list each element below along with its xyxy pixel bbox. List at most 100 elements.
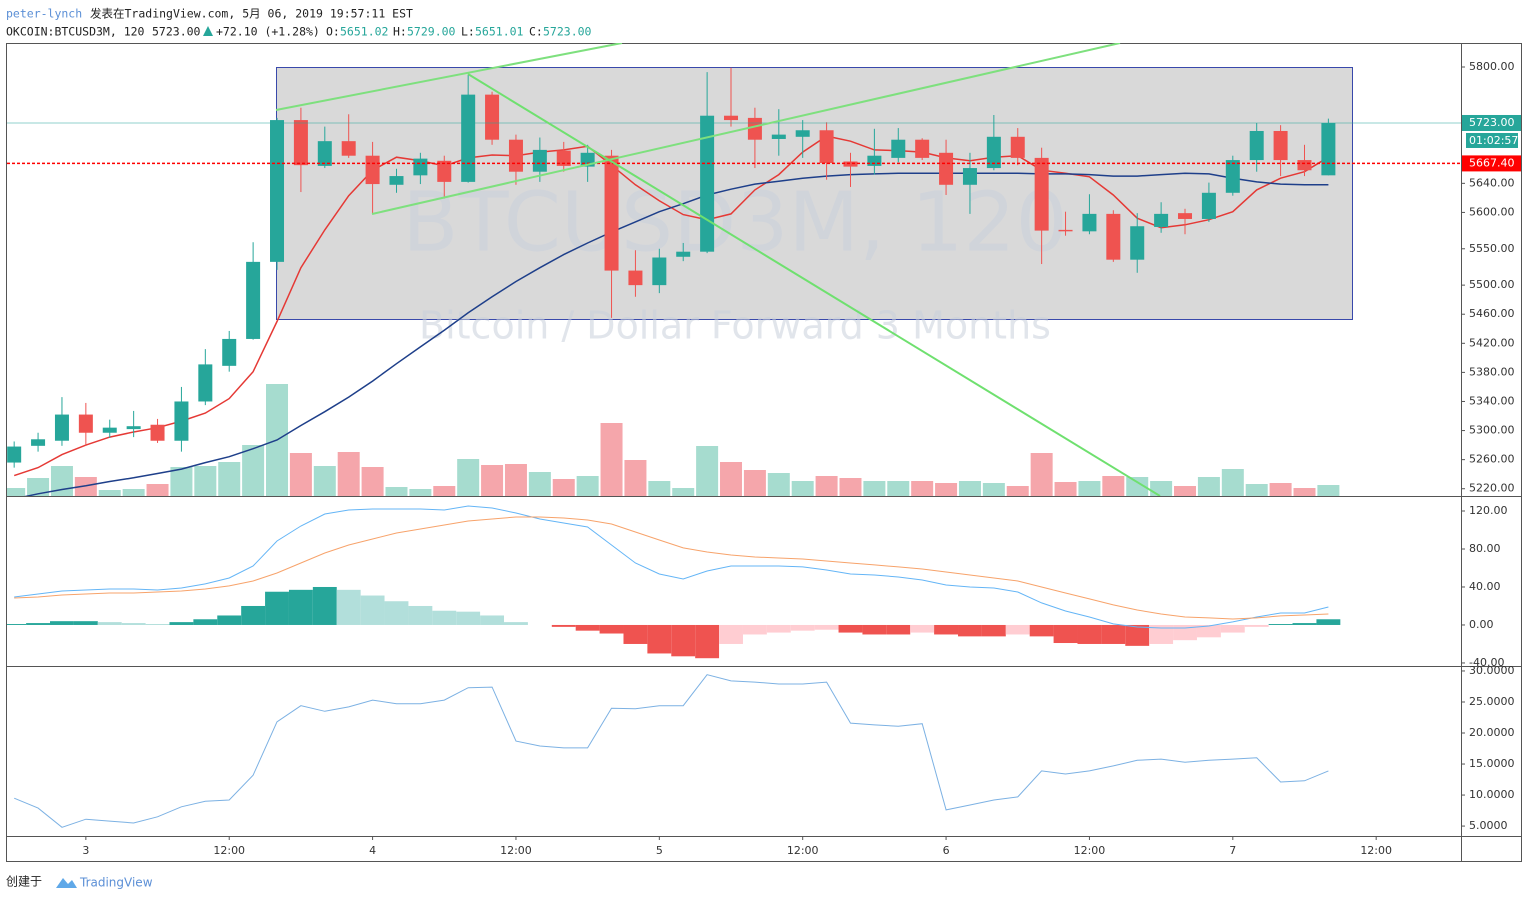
ohlc-value: 5723.00 (543, 25, 592, 39)
drawings: BTCUSD3M, 120 Bitcoin / Dollar Forward 3… (276, 67, 1353, 348)
histogram-bar (241, 605, 266, 625)
trend-line[interactable] (275, 43, 623, 111)
y-tick-label: 5420.00 (1469, 336, 1515, 349)
x-tick-label: 6 (943, 844, 950, 857)
volume-bar (457, 459, 480, 496)
histogram-bar (671, 624, 696, 657)
y-tick-label: 5340.00 (1469, 394, 1515, 407)
symbol: OKCOIN:BTCUSD3M, 120 (6, 25, 145, 39)
histogram-bar (647, 624, 672, 654)
candle-body (293, 120, 308, 166)
indicator-line (14, 516, 1329, 620)
y-tick-label: 5460.00 (1469, 307, 1515, 320)
y-tick-label: 5.0000 (1469, 819, 1508, 832)
histogram-bar (193, 619, 218, 625)
candle-body (747, 117, 762, 140)
volume-bar (409, 489, 432, 496)
histogram-bar (288, 589, 313, 625)
candle-body (1178, 213, 1193, 219)
volume-bar (935, 483, 958, 496)
watermark: BTCUSD3M, 120 (402, 175, 1068, 270)
volume-bar (481, 465, 504, 496)
histogram-bar (1173, 624, 1197, 641)
volume-bar (1174, 486, 1197, 496)
countdown: 01:02:57 (1469, 134, 1518, 147)
price: 5723.00 (152, 25, 201, 39)
histogram-bar (169, 622, 194, 625)
volume-bar (982, 483, 1005, 496)
candle-body (31, 439, 46, 446)
candle-body (962, 168, 977, 185)
trend-line[interactable] (371, 43, 1121, 215)
candle-body (556, 150, 571, 166)
price-line-box (1462, 155, 1521, 172)
histogram-bar (408, 605, 433, 625)
volume-bar (122, 489, 145, 496)
volume-bar (1293, 488, 1316, 496)
volume-bar (1078, 481, 1101, 496)
y-tick-label: 5260.00 (1469, 453, 1515, 466)
volume-bar (98, 490, 121, 496)
candle-body (317, 141, 332, 166)
histogram-bar (7, 624, 27, 625)
volume-bar (1054, 482, 1077, 496)
y-tick-label: 5640.00 (1469, 176, 1515, 189)
ohlc-value: 5651.01 (475, 25, 524, 39)
volume-bar (1269, 483, 1292, 496)
candle-body (819, 130, 834, 163)
candle-body (1010, 136, 1025, 158)
candle-body (150, 424, 165, 441)
histogram-bar (1220, 624, 1245, 633)
candle-body (1273, 130, 1288, 161)
candle-body (628, 270, 643, 286)
histogram-bar (981, 624, 1006, 637)
volume-bar (1102, 476, 1125, 496)
tv-logo[interactable] (56, 878, 77, 888)
histogram-bar (312, 586, 337, 625)
volume-bar (504, 464, 527, 496)
volume-bar (1197, 477, 1220, 496)
volume-bar (648, 481, 671, 496)
candle-body (1201, 192, 1216, 219)
y-tick-label: 5800.00 (1469, 60, 1515, 73)
brand[interactable]: TradingView (79, 876, 153, 890)
candle-body (1297, 160, 1312, 171)
candle-body (915, 139, 930, 158)
histogram-bar (862, 624, 887, 635)
volume-bar (863, 481, 886, 496)
candle-body (1130, 226, 1145, 260)
candle-body (341, 141, 356, 156)
histogram-bar (1101, 624, 1126, 644)
candle-body (174, 401, 189, 441)
histogram-bar (575, 624, 600, 631)
candle-body (604, 155, 619, 271)
x-tick-label: 4 (369, 844, 376, 857)
volume-bar (1006, 486, 1029, 496)
author[interactable]: peter-lynch (6, 7, 82, 21)
histogram-bar (958, 624, 982, 637)
candle-body (676, 251, 691, 257)
volume-bar (289, 453, 312, 496)
volume-bar (767, 473, 790, 496)
volume-bar (1245, 484, 1268, 496)
indicator-line (14, 674, 1329, 828)
histogram-bar (432, 610, 457, 625)
candle-body (1082, 213, 1097, 232)
candle-body (126, 426, 141, 430)
x-tick-label: 12:00 (500, 844, 532, 857)
y-tick-label: 25.0000 (1469, 695, 1515, 708)
volume-bar (600, 423, 623, 496)
indicator-pane (14, 674, 1329, 828)
x-tick-label: 5 (656, 844, 663, 857)
histogram-bar (1005, 624, 1030, 635)
candle-body (771, 134, 786, 139)
histogram-bar (1244, 624, 1269, 627)
macd-pane (7, 505, 1341, 659)
histogram-bar (217, 615, 242, 625)
volume-bar (313, 466, 336, 496)
histogram-bar (480, 615, 505, 625)
x-tick-label: 7 (1229, 844, 1236, 857)
trend-line[interactable] (467, 73, 1161, 496)
published: 发表在TradingView.com, 5月 06, 2019 19:57:11… (90, 7, 413, 21)
range-box[interactable] (276, 67, 1353, 320)
